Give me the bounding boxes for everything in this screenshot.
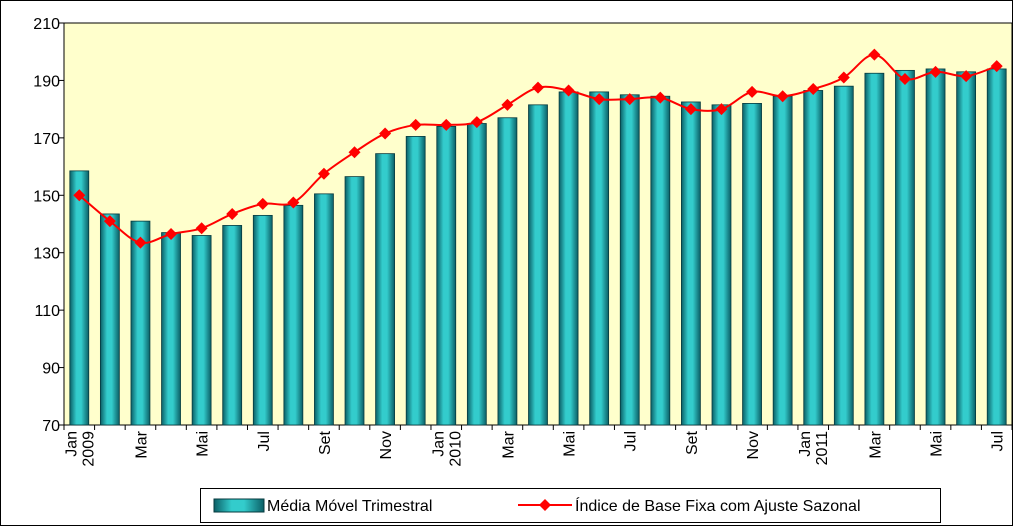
line-marker xyxy=(195,222,208,235)
line-marker xyxy=(379,127,392,140)
line-marker xyxy=(287,196,300,209)
legend-marker xyxy=(539,499,551,511)
bar xyxy=(803,90,824,426)
bar xyxy=(650,95,671,426)
legend-swatch xyxy=(213,498,265,513)
x-tick-sublabel: 2010 xyxy=(447,431,464,467)
line-marker xyxy=(409,118,422,131)
line-marker xyxy=(593,93,606,106)
x-tick-label: Mar xyxy=(133,430,150,458)
line-marker xyxy=(623,93,636,106)
bar xyxy=(986,68,1007,426)
line-marker xyxy=(990,60,1003,73)
bar xyxy=(344,176,365,426)
bar xyxy=(405,136,426,426)
bar xyxy=(864,72,885,426)
bar xyxy=(130,220,151,426)
x-tick-label: Nov xyxy=(745,431,762,459)
bar xyxy=(161,232,181,426)
y-tick-label: 70 xyxy=(42,418,60,435)
legend-label: Média Móvel Trimestral xyxy=(267,498,432,515)
bar xyxy=(252,214,273,426)
x-tick-label: Jan xyxy=(63,431,80,457)
bar xyxy=(681,101,701,426)
y-tick-label: 190 xyxy=(33,73,60,90)
line-marker xyxy=(134,236,147,249)
line-marker xyxy=(746,85,759,98)
bar xyxy=(283,204,304,426)
bar xyxy=(466,123,487,426)
x-tick-label: Jul xyxy=(990,431,1007,451)
x-tick-label: Jul xyxy=(623,431,640,451)
y-tick-label: 170 xyxy=(33,131,60,148)
bar xyxy=(895,69,915,426)
bar xyxy=(375,153,395,426)
line-marker xyxy=(256,197,269,210)
x-tick-label: Mai xyxy=(195,431,212,457)
line-marker xyxy=(470,116,483,129)
line-marker xyxy=(562,84,575,97)
line-marker xyxy=(501,98,514,111)
x-tick-label: Mai xyxy=(562,431,579,457)
bar xyxy=(99,213,120,426)
line-marker xyxy=(929,65,942,78)
bar xyxy=(589,91,610,426)
x-tick-label: Mai xyxy=(929,431,946,457)
y-tick-label: 110 xyxy=(34,303,60,320)
line-marker xyxy=(103,215,116,228)
bar xyxy=(314,193,334,426)
y-tick-label: 130 xyxy=(33,246,60,263)
line-marker xyxy=(348,146,361,159)
line-marker xyxy=(684,103,697,116)
bar xyxy=(772,95,793,426)
line-marker xyxy=(165,228,178,241)
x-tick-label: Mar xyxy=(500,430,517,458)
bar xyxy=(69,170,90,426)
line-marker xyxy=(868,48,881,61)
line-marker xyxy=(776,90,789,103)
line-marker xyxy=(73,189,86,202)
x-tick-label: Jul xyxy=(256,431,273,451)
x-tick-label: Set xyxy=(684,430,701,455)
x-tick-label: Jan xyxy=(797,431,814,457)
bar xyxy=(191,235,212,426)
bar xyxy=(925,68,946,426)
y-tick-label: 90 xyxy=(42,361,60,378)
x-tick-label: Mar xyxy=(867,430,884,458)
line-marker xyxy=(226,207,239,220)
bar xyxy=(497,117,518,426)
line-marker xyxy=(807,83,820,96)
line-marker xyxy=(960,70,973,83)
line-marker xyxy=(898,72,911,85)
x-tick-sublabel: 2009 xyxy=(80,431,97,467)
line-marker xyxy=(654,91,667,104)
bar xyxy=(833,85,854,426)
x-tick-label: Nov xyxy=(378,431,395,459)
line-marker xyxy=(837,71,850,84)
bar xyxy=(619,94,640,426)
line-marker xyxy=(715,103,728,116)
x-tick-label: Set xyxy=(317,430,334,455)
line-marker xyxy=(532,81,544,94)
bar xyxy=(956,71,977,426)
bar xyxy=(742,103,762,426)
line-marker xyxy=(317,167,330,180)
legend: Média Móvel Trimestral Índice de Base Fix… xyxy=(200,488,941,523)
x-tick-label: Jan xyxy=(430,431,447,457)
bar xyxy=(711,104,732,426)
bar xyxy=(222,225,243,426)
x-tick-sublabel: 2011 xyxy=(814,431,831,466)
legend-label: Índice de Base Fixa com Ajuste Sazonal xyxy=(575,496,861,515)
bar xyxy=(436,125,457,426)
y-tick-label: 150 xyxy=(33,188,60,205)
bar xyxy=(528,104,548,426)
y-tick-label: 210 xyxy=(33,16,60,33)
bar xyxy=(558,91,579,426)
line-marker xyxy=(440,118,453,131)
